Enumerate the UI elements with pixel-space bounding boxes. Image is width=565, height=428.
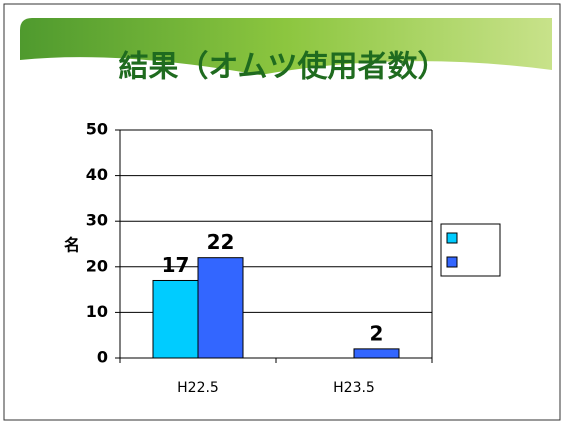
- chart-title: 結果（オムツ使用者数）: [118, 50, 447, 85]
- y-tick-label: 0: [97, 348, 108, 367]
- y-axis-label: 名: [64, 236, 80, 255]
- legend-box: [441, 224, 500, 276]
- x-tick-label: H23.5: [333, 380, 375, 396]
- slide: 結果（オムツ使用者数） 名 0 10 20 30 40 50 H22.5 17 22 H23.5 2: [0, 0, 565, 424]
- y-tick-label: 10: [86, 302, 108, 321]
- y-tick-label: 30: [86, 211, 108, 230]
- bar: [153, 280, 198, 358]
- bar: [198, 258, 243, 358]
- y-tick-label: 40: [86, 165, 108, 184]
- y-tick-label: 20: [86, 256, 108, 275]
- bar: [354, 349, 399, 358]
- data-label: 17: [162, 253, 190, 277]
- legend-swatch: [447, 257, 457, 267]
- x-tick-label: H22.5: [177, 380, 219, 396]
- data-label: 2: [370, 321, 384, 345]
- page: {"chart_data": {"type": "bar", "title": …: [0, 0, 565, 428]
- legend-swatch: [447, 233, 457, 243]
- data-label: 22: [207, 230, 235, 254]
- y-tick-label: 50: [86, 120, 108, 139]
